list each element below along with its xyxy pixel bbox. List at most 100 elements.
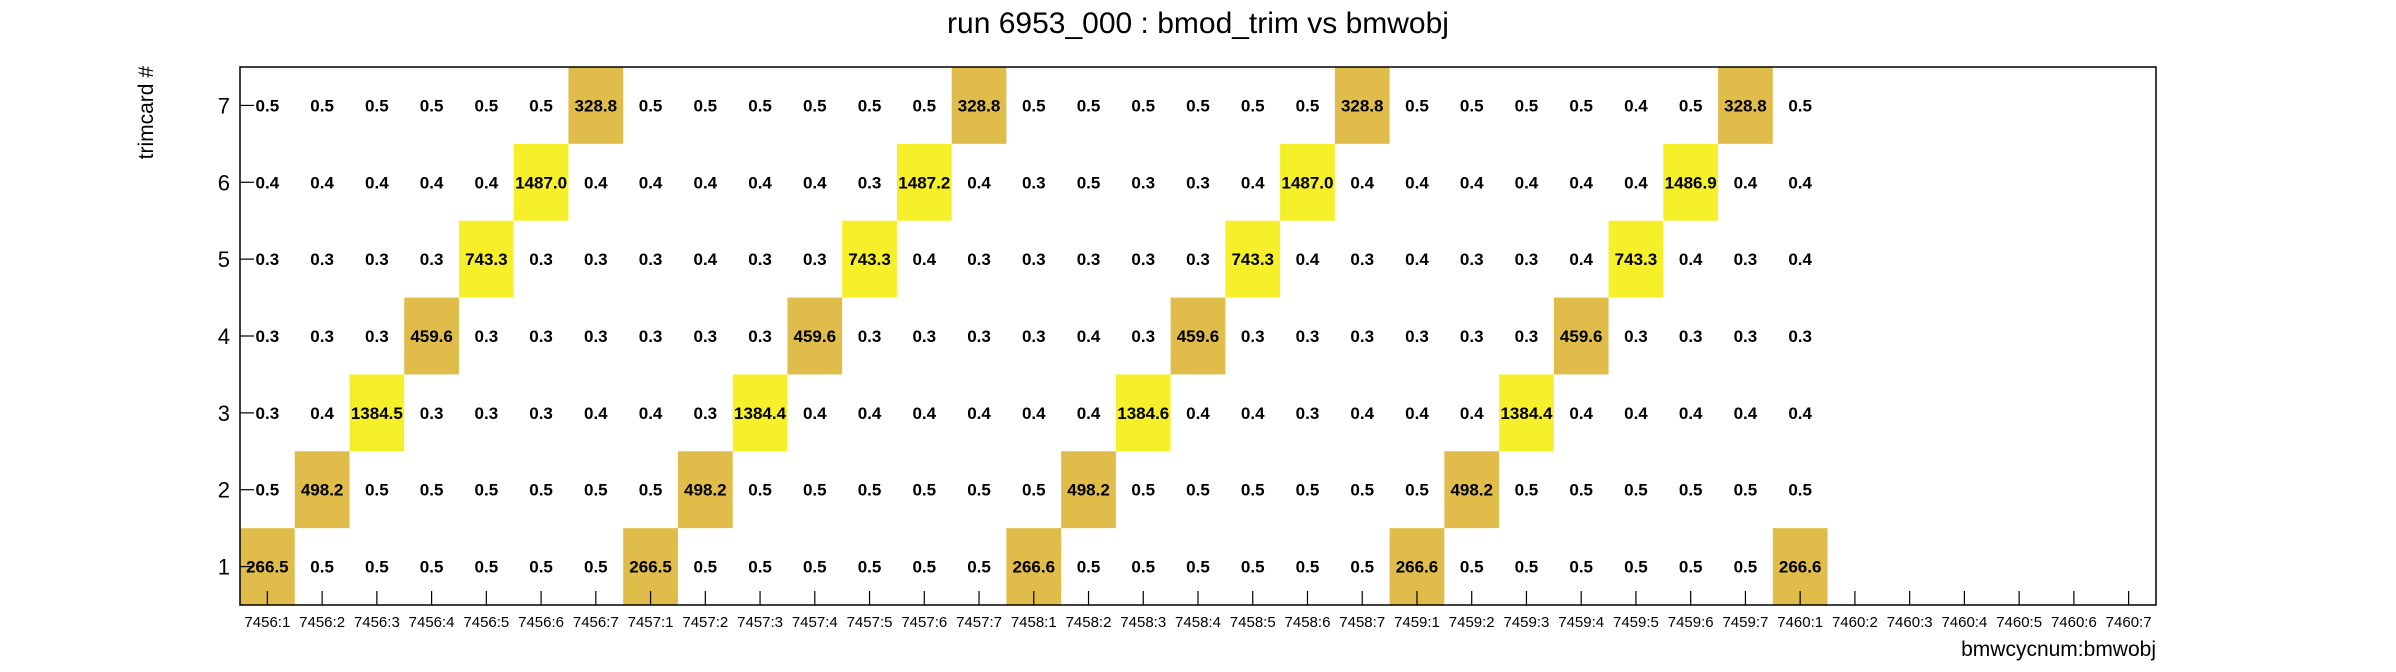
cell-value-label: 1487.0 — [515, 173, 567, 192]
cell-value-label: 0.3 — [748, 327, 772, 346]
cell-value-label: 0.3 — [1131, 250, 1155, 269]
x-tick-label: 7459:3 — [1504, 614, 1550, 631]
cell-value-label: 0.5 — [1131, 558, 1155, 577]
cell-value-label: 0.4 — [1788, 173, 1812, 192]
x-tick-label: 7459:4 — [1558, 614, 1604, 631]
cell-value-label: 0.3 — [1515, 250, 1539, 269]
cell-value-label: 1384.5 — [351, 404, 403, 423]
heatmap-cell — [842, 220, 897, 298]
x-tick-label: 7457:3 — [737, 614, 783, 631]
heatmap-cell — [1334, 67, 1390, 144]
cell-value-label: 0.4 — [1077, 327, 1101, 346]
cell-value-label: 0.5 — [912, 96, 936, 115]
heatmap-cell — [1663, 143, 1719, 221]
cell-value-label: 0.3 — [1350, 327, 1374, 346]
cell-value-label: 0.4 — [584, 173, 608, 192]
cell-value-label: 0.4 — [310, 173, 334, 192]
cell-value-label: 0.4 — [1788, 404, 1812, 423]
cell-value-label: 0.5 — [1569, 96, 1593, 115]
cell-value-label: 0.4 — [1405, 250, 1429, 269]
cell-value-label: 0.3 — [858, 173, 882, 192]
cell-value-label: 0.5 — [1788, 96, 1812, 115]
cell-value-label: 0.3 — [256, 250, 280, 269]
x-tick-label: 7457:1 — [628, 614, 674, 631]
cell-value-label: 0.4 — [1569, 250, 1593, 269]
cell-value-label: 0.3 — [529, 327, 553, 346]
cell-value-label: 0.4 — [967, 404, 991, 423]
cell-value-label: 0.4 — [639, 404, 663, 423]
cell-value-label: 0.5 — [1186, 558, 1210, 577]
cell-value-label: 0.5 — [639, 481, 663, 500]
x-tick-label: 7456:5 — [463, 614, 509, 631]
cell-value-label: 459.6 — [410, 327, 453, 346]
x-tick-label: 7459:7 — [1722, 614, 1768, 631]
cell-value-label: 0.5 — [912, 558, 936, 577]
cell-value-label: 0.5 — [1405, 96, 1429, 115]
cell-value-label: 0.5 — [365, 558, 389, 577]
heatmap-cell — [1280, 143, 1335, 221]
cell-value-label: 0.5 — [1131, 481, 1155, 500]
x-tick-label: 7458:1 — [1011, 614, 1057, 631]
cell-value-label: 0.3 — [693, 404, 717, 423]
cell-value-label: 0.4 — [912, 250, 936, 269]
cell-value-label: 0.5 — [1569, 558, 1593, 577]
cell-value-label: 0.5 — [365, 481, 389, 500]
x-tick-label: 7458:7 — [1339, 614, 1385, 631]
cell-value-label: 0.3 — [1131, 173, 1155, 192]
heatmap-cell — [1115, 374, 1171, 452]
cell-value-label: 0.5 — [1296, 558, 1320, 577]
cell-value-label: 0.4 — [584, 404, 608, 423]
cell-value-label: 0.5 — [1077, 558, 1101, 577]
cell-value-label: 0.5 — [1405, 481, 1429, 500]
cell-value-label: 0.5 — [1296, 96, 1320, 115]
x-tick-label: 7460:5 — [1996, 614, 2042, 631]
cell-value-label: 0.3 — [1022, 173, 1046, 192]
cell-value-label: 0.5 — [748, 96, 772, 115]
cell-value-label: 1384.4 — [734, 404, 787, 423]
cell-value-label: 0.3 — [748, 250, 772, 269]
heatmap-cell — [1499, 374, 1554, 452]
cell-value-label: 0.3 — [1460, 250, 1484, 269]
cell-value-label: 0.5 — [475, 96, 499, 115]
x-tick-label: 7458:5 — [1230, 614, 1276, 631]
cell-value-label: 459.6 — [1177, 327, 1220, 346]
x-tick-label: 7456:1 — [244, 614, 290, 631]
cell-value-label: 0.5 — [529, 96, 553, 115]
cell-value-label: 266.6 — [1396, 558, 1439, 577]
cell-value-label: 328.8 — [575, 96, 618, 115]
cell-value-label: 0.3 — [584, 250, 608, 269]
cell-value-label: 0.5 — [1624, 558, 1648, 577]
cell-value-label: 0.4 — [912, 404, 936, 423]
cell-value-label: 0.3 — [256, 327, 280, 346]
cell-value-label: 0.5 — [529, 558, 553, 577]
cell-value-label: 0.4 — [1296, 250, 1320, 269]
cell-value-label: 0.5 — [420, 481, 444, 500]
cell-value-label: 0.5 — [1679, 558, 1703, 577]
cell-value-label: 0.4 — [1624, 96, 1648, 115]
y-tick-label: 4 — [218, 324, 230, 349]
cell-value-label: 498.2 — [1067, 481, 1110, 500]
y-tick-label: 5 — [218, 247, 230, 272]
axes: 1 2 3 4 5 6 7 7456:1 7456:2 7456:3 7456:4 7456:5 745… — [218, 93, 2152, 631]
x-tick-label: 7460:6 — [2051, 614, 2097, 631]
cell-value-label: 743.3 — [465, 250, 508, 269]
cell-value-label: 0.5 — [912, 481, 936, 500]
y-tick-label: 1 — [218, 555, 230, 580]
x-tick-label: 7458:2 — [1066, 614, 1112, 631]
cell-value-label: 0.5 — [1679, 481, 1703, 500]
cell-value-label: 0.5 — [1350, 558, 1374, 577]
heatmap-cell — [1444, 451, 1500, 529]
cell-value-label: 0.4 — [1515, 173, 1539, 192]
cell-value-label: 0.5 — [1734, 558, 1758, 577]
cell-value-label: 0.4 — [693, 250, 717, 269]
x-tick-label: 7460:2 — [1832, 614, 1878, 631]
cell-value-label: 498.2 — [1450, 481, 1493, 500]
cell-value-label: 0.3 — [1022, 250, 1046, 269]
cell-value-label: 0.5 — [967, 558, 991, 577]
cell-value-label: 0.5 — [1734, 481, 1758, 500]
plot-frame — [239, 66, 2157, 606]
cell-value-label: 0.4 — [858, 404, 882, 423]
cell-value-label: 1384.6 — [1117, 404, 1169, 423]
cell-value-label: 0.5 — [1515, 481, 1539, 500]
cell-value-label: 0.5 — [1022, 481, 1046, 500]
